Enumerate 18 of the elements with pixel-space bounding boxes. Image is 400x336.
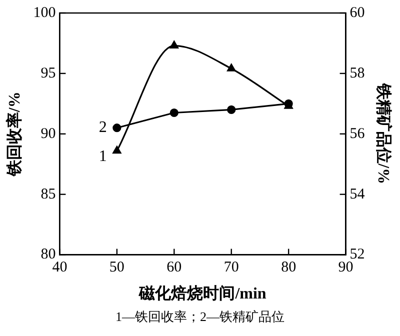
series-label: 1 bbox=[98, 148, 107, 166]
y2-tick-label: 54 bbox=[350, 186, 366, 202]
x-tick-label: 70 bbox=[224, 260, 239, 276]
y2-tick-label: 60 bbox=[350, 4, 365, 21]
y2-axis-title: 铁精矿品位/% bbox=[374, 82, 392, 184]
x-axis-title: 磁化焙烧时间/min bbox=[138, 284, 266, 303]
x-tick-label: 80 bbox=[281, 260, 296, 276]
y-tick-label: 90 bbox=[40, 126, 56, 142]
y-tick-label: 100 bbox=[33, 4, 56, 21]
x-tick-label: 50 bbox=[109, 260, 124, 276]
y-tick-label: 85 bbox=[40, 186, 56, 202]
text: 1—铁回收率；2—铁精矿品位 bbox=[114, 308, 286, 326]
y-axis-title: 铁回收率/% bbox=[4, 92, 24, 178]
series-label: 2 bbox=[98, 119, 107, 136]
x-tick-label: 60 bbox=[166, 260, 182, 276]
y2-tick-label: 56 bbox=[350, 126, 366, 142]
y2-tick-label: 58 bbox=[350, 65, 365, 82]
y-tick-label: 95 bbox=[40, 65, 56, 82]
